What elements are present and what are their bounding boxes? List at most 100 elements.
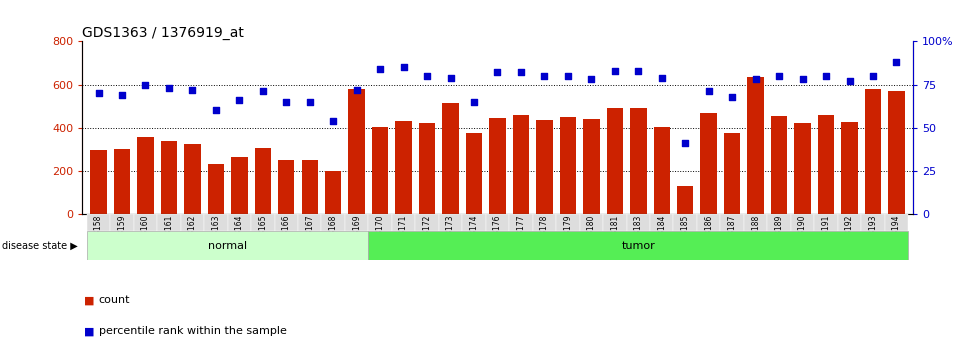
Text: GSM33173: GSM33173 [446,215,455,256]
Point [818,73,834,79]
Bar [392,214,415,231]
Bar [251,214,274,231]
Bar [556,214,580,231]
Bar [372,127,388,214]
Text: GSM33177: GSM33177 [517,215,526,256]
Text: GSM33162: GSM33162 [188,215,197,256]
Bar [794,123,810,214]
Text: GSM33190: GSM33190 [798,215,807,256]
Point [278,99,294,105]
Bar [580,214,603,231]
Point [490,70,505,75]
Text: GSM33189: GSM33189 [775,215,783,256]
Bar [583,119,600,214]
Bar [865,89,881,214]
Bar [157,214,181,231]
Text: GSM33192: GSM33192 [845,215,854,256]
Text: GSM33191: GSM33191 [821,215,831,256]
Point [560,73,576,79]
Bar [133,214,157,231]
Bar [325,171,341,214]
Bar [231,157,247,214]
Bar [114,149,130,214]
Point [185,87,200,92]
Point [208,108,223,113]
Bar [818,115,835,214]
Bar [368,214,392,231]
Point [349,87,364,92]
Bar [771,116,787,214]
Bar [185,144,201,214]
Text: count: count [99,295,130,305]
Bar [724,133,740,214]
Bar [677,186,694,214]
Point [373,66,388,72]
Bar [767,214,791,231]
Bar [509,214,532,231]
Point [91,90,106,96]
Text: ■: ■ [84,326,95,336]
Text: GSM33188: GSM33188 [752,215,760,256]
Point [302,99,318,105]
Point [138,82,154,87]
Bar [627,214,650,231]
Point [607,68,622,73]
Bar [439,214,463,231]
Bar [204,214,228,231]
Bar [208,164,224,214]
Bar [650,214,673,231]
Point [677,140,693,146]
Bar [841,122,858,214]
Bar [301,160,318,214]
Bar [415,214,439,231]
Bar [298,214,322,231]
Text: GSM33178: GSM33178 [540,215,549,256]
Text: GSM33176: GSM33176 [493,215,502,256]
Bar [274,214,298,231]
Point [419,73,435,79]
Point [326,118,341,124]
Bar [486,214,509,231]
Bar [696,214,721,231]
Bar [278,160,295,214]
Bar [160,141,177,214]
Point [396,65,412,70]
Text: disease state ▶: disease state ▶ [2,241,77,251]
Bar [463,214,486,231]
Bar [489,118,506,214]
Bar [607,108,623,214]
Bar [673,214,696,231]
Point [654,75,669,80]
Bar [87,231,368,260]
Point [114,92,129,98]
Bar [700,112,717,214]
Point [772,73,787,79]
Bar [721,214,744,231]
Point [161,85,177,91]
Point [795,77,810,82]
Bar [838,214,862,231]
Text: GSM33164: GSM33164 [235,215,243,256]
Bar [559,117,576,214]
Bar [744,214,767,231]
Text: tumor: tumor [621,241,655,251]
Point [866,73,881,79]
Point [513,70,528,75]
Bar [862,214,885,231]
Bar [532,214,556,231]
Point [748,77,763,82]
Text: percentile rank within the sample: percentile rank within the sample [99,326,286,336]
Text: GSM33181: GSM33181 [611,215,619,256]
Point [841,78,857,84]
Bar [630,108,646,214]
Text: GSM33166: GSM33166 [282,215,291,256]
Text: GSM33174: GSM33174 [469,215,478,256]
Bar [442,103,459,214]
Text: GSM33163: GSM33163 [212,215,220,256]
Point [232,97,247,103]
Text: GSM33180: GSM33180 [587,215,596,256]
Bar [885,214,908,231]
Point [631,68,646,73]
Point [537,73,553,79]
Text: GSM33193: GSM33193 [868,215,877,256]
